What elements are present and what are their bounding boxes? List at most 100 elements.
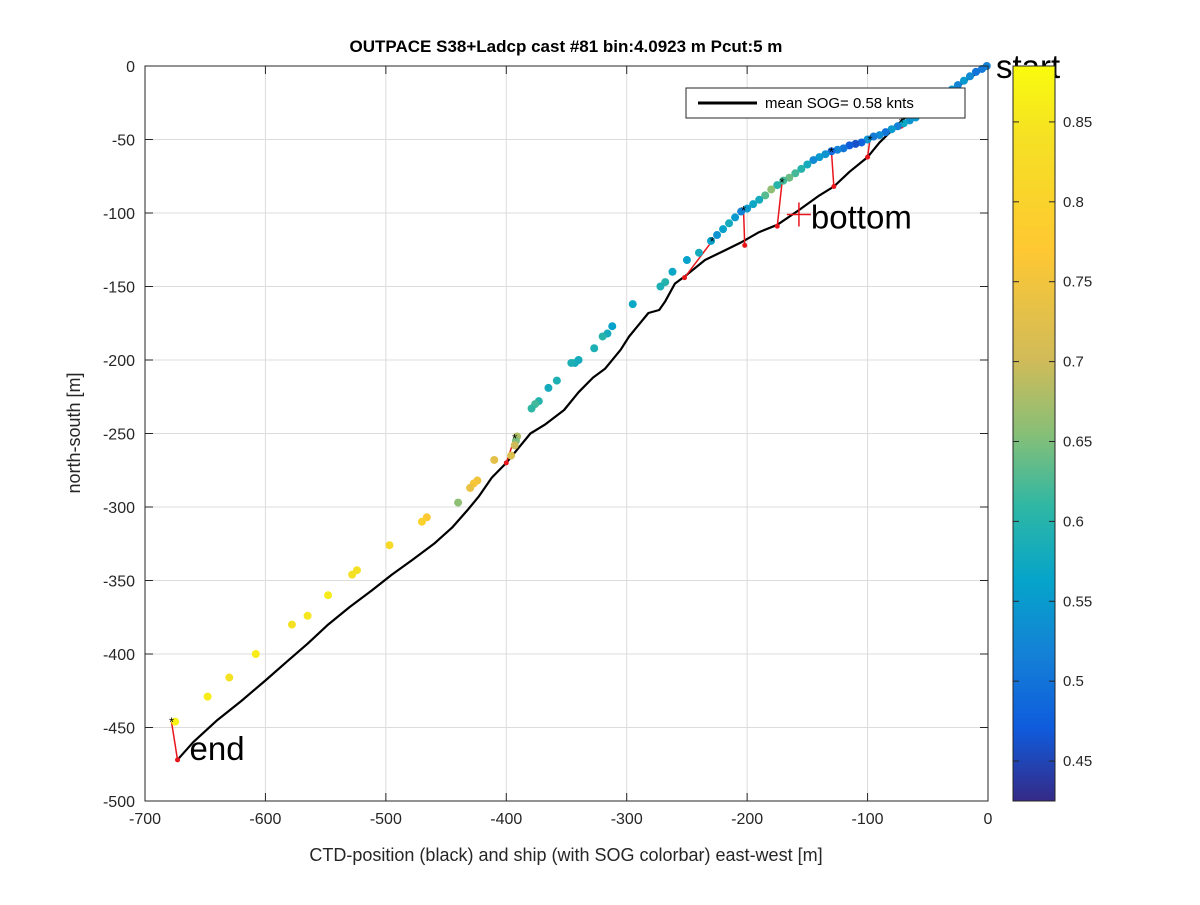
ship-point: [731, 213, 740, 222]
annotation-end: end: [190, 730, 245, 767]
ship-point: [719, 225, 728, 234]
y-tick-label: -350: [103, 574, 135, 591]
ship-point: [656, 282, 665, 291]
ship-point: [875, 131, 884, 140]
colorbar-tick-label: 0.6: [1063, 513, 1084, 530]
position-link-line: [776, 182, 783, 227]
x-tick-label: -200: [731, 811, 763, 828]
ship-point: [857, 138, 866, 147]
ship-link-marker: *: [512, 431, 517, 446]
ctd-link-marker: [742, 242, 748, 248]
ship-point: [767, 185, 776, 194]
x-tick-label: -100: [852, 811, 884, 828]
ship-point: [203, 692, 212, 701]
ship-point: [324, 591, 333, 600]
ctd-link-marker: [503, 460, 509, 466]
ship-point: [527, 404, 536, 413]
ship-point: [171, 717, 180, 726]
ctd-link-marker: [774, 223, 780, 229]
ship-point: [827, 147, 836, 156]
ship-point: [785, 173, 794, 182]
x-tick-label: -700: [129, 811, 161, 828]
legend: mean SOG= 0.58 knts: [685, 87, 966, 119]
ship-point: [507, 451, 516, 460]
ship-point: [225, 673, 234, 682]
ship-point: [743, 204, 752, 213]
colorbar-gradient: [1012, 65, 1056, 802]
ship-point: [466, 483, 475, 492]
ship-point: [287, 620, 296, 629]
y-tick-label: -50: [112, 133, 135, 150]
chart-title: OUTPACE S38+Ladcp cast #81 bin:4.0923 m …: [350, 37, 783, 56]
ship-point: [881, 128, 890, 137]
ship-point: [761, 191, 770, 200]
ship-link-marker: *: [780, 175, 785, 190]
ctd-link-marker: [682, 275, 688, 281]
legend-box: [685, 87, 966, 119]
ship-point: [552, 376, 561, 385]
ship-point: [668, 267, 677, 276]
ship-point: [567, 358, 576, 367]
position-link-line: [170, 721, 179, 760]
ship-point: [959, 76, 968, 85]
x-tick-label: -400: [490, 811, 522, 828]
y-tick-label: -250: [103, 427, 135, 444]
x-tick-label: -600: [249, 811, 281, 828]
ship-point: [791, 169, 800, 178]
ship-link-marker: *: [741, 203, 746, 218]
ship-point: [417, 517, 426, 526]
y-tick-label: -150: [103, 280, 135, 297]
ship-point: [755, 195, 764, 204]
y-tick-label: -500: [103, 794, 135, 811]
ship-point: [713, 231, 722, 240]
ship-point: [851, 139, 860, 148]
x-tick-label: -500: [370, 811, 402, 828]
y-tick-label: -200: [103, 353, 135, 370]
colorbar-tick-label: 0.65: [1063, 433, 1092, 450]
grid: [145, 66, 988, 801]
ship-point: [971, 67, 980, 76]
ship-link-marker: *: [867, 133, 872, 148]
colorbar: 0.45 0.5 0.55 0.6 0.65 0.7 0.75 0.8 0.85: [1012, 65, 1092, 802]
y-tick-label: -400: [103, 647, 135, 664]
legend-entry: mean SOG= 0.58 knts: [765, 95, 914, 112]
position-link-line: [830, 151, 835, 187]
ship-point: [251, 650, 260, 658]
ctd-link-marker: [865, 154, 871, 160]
annotation-bottom: bottom: [811, 198, 912, 235]
ship-point: [797, 164, 806, 173]
ship-link-marker: *: [710, 234, 715, 249]
colorbar-ticks: 0.45 0.5 0.55 0.6 0.65 0.7 0.75 0.8 0.85: [1013, 114, 1092, 770]
y-tick-label: -100: [103, 206, 135, 223]
ship-point: [845, 141, 854, 150]
position-link-line: [683, 240, 713, 279]
ship-point: [348, 570, 357, 579]
ship-point: [749, 200, 758, 209]
ship-link-marker: *: [899, 115, 904, 130]
ship-point: [863, 135, 872, 144]
ship-point: [809, 156, 818, 165]
x-tick-label: 0: [984, 811, 993, 828]
colorbar-tick-label: 0.55: [1063, 593, 1092, 610]
ship-link-marker: *: [829, 144, 834, 159]
ship-point: [869, 132, 878, 141]
y-axis-label: north-south [m]: [64, 372, 84, 493]
ship-point: [887, 125, 896, 134]
ship-point: [628, 300, 637, 309]
ship-point: [953, 81, 962, 90]
ship-point: [303, 611, 312, 620]
ship-link-marker: *: [169, 715, 174, 730]
position-link-line: [742, 210, 746, 246]
ship-point: [737, 207, 746, 216]
ctd-link-marker: [175, 757, 181, 763]
colorbar-tick-label: 0.75: [1063, 274, 1092, 291]
ship-point: [707, 236, 716, 245]
x-axis-label: CTD-position (black) and ship (with SOG …: [309, 845, 822, 865]
colorbar-tick-label: 0.5: [1063, 673, 1084, 690]
ship-point: [544, 383, 553, 392]
x-tick-label: -300: [611, 811, 643, 828]
ship-point: [694, 248, 703, 257]
ship-point: [598, 332, 607, 341]
